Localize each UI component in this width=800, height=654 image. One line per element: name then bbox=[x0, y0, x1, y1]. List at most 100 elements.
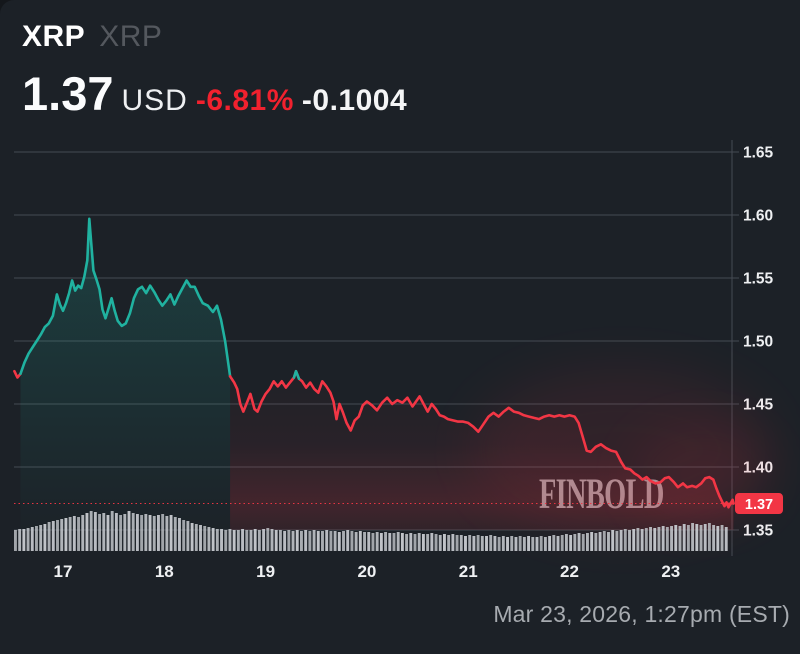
volume-bar bbox=[257, 530, 261, 551]
volume-bar bbox=[539, 536, 543, 551]
y-axis-label: 1.55 bbox=[743, 271, 774, 288]
volume-bar bbox=[443, 534, 446, 551]
volume-bar bbox=[211, 528, 215, 551]
price-line-green-blip bbox=[292, 369, 301, 381]
volume-bar bbox=[72, 516, 76, 551]
price-change-absolute: -0.1004 bbox=[301, 84, 408, 117]
volume-bar bbox=[178, 518, 181, 551]
volume-bar bbox=[333, 531, 337, 551]
volume-bar bbox=[699, 525, 703, 551]
volume-bar bbox=[262, 529, 266, 551]
asset-ticker: XRP bbox=[99, 20, 163, 53]
volume-bar bbox=[518, 536, 522, 551]
current-price: 1.37 bbox=[22, 67, 114, 120]
volume-bar bbox=[716, 526, 720, 551]
volume-bar bbox=[594, 533, 598, 551]
volume-bar bbox=[531, 537, 535, 551]
volume-bar bbox=[312, 530, 316, 551]
volume-bar bbox=[649, 527, 652, 551]
volume-bar bbox=[661, 526, 665, 551]
volume-bar bbox=[85, 513, 89, 551]
volume-bar bbox=[421, 534, 425, 551]
volume-bar bbox=[114, 513, 118, 551]
x-axis-label: 23 bbox=[661, 562, 680, 581]
volume-bar bbox=[564, 534, 568, 551]
volume-bar bbox=[691, 523, 695, 551]
volume-bar bbox=[131, 513, 135, 551]
volume-bar bbox=[51, 521, 55, 551]
y-axis-label: 1.60 bbox=[743, 208, 773, 225]
volume-bar bbox=[241, 529, 245, 551]
volume-bar bbox=[123, 514, 127, 551]
price-line-rally-segment bbox=[19, 217, 232, 378]
volume-bar bbox=[497, 537, 501, 551]
y-axis-label: 1.35 bbox=[743, 523, 774, 540]
volume-bar bbox=[203, 526, 207, 551]
volume-bar bbox=[325, 530, 329, 551]
volume-bar bbox=[283, 531, 287, 551]
volume-bar bbox=[102, 513, 106, 551]
volume-bar bbox=[165, 516, 169, 551]
volume-bar bbox=[602, 531, 606, 551]
volume-bar bbox=[98, 514, 102, 551]
volume-bar bbox=[337, 532, 341, 551]
volume-bar bbox=[152, 516, 156, 551]
volume-bar bbox=[619, 530, 623, 551]
volume-bar bbox=[388, 533, 392, 551]
volume-bar bbox=[18, 529, 22, 551]
y-axis-label: 1.50 bbox=[743, 334, 773, 351]
volume-bar bbox=[636, 528, 640, 551]
volume-bar bbox=[459, 535, 463, 551]
volume-bar bbox=[278, 530, 282, 551]
volume-bar bbox=[106, 515, 110, 551]
chart-timestamp: Mar 23, 2026, 1:27pm (EST) bbox=[493, 601, 790, 627]
volume-bar bbox=[220, 529, 223, 551]
volume-bar bbox=[400, 533, 404, 551]
volume-bar bbox=[342, 531, 345, 551]
y-axis-label: 1.65 bbox=[743, 145, 774, 162]
volume-bar bbox=[720, 525, 724, 551]
volume-bar bbox=[236, 530, 240, 551]
volume-bar bbox=[522, 537, 526, 551]
volume-bar bbox=[665, 527, 669, 551]
volume-bar bbox=[581, 534, 585, 551]
volume-bar bbox=[703, 524, 707, 551]
volume-bar bbox=[586, 533, 589, 551]
price-row: 1.37 USD -6.81% -0.1004 bbox=[22, 66, 407, 121]
volume-bar bbox=[678, 526, 682, 551]
volume-bar bbox=[560, 535, 564, 551]
volume-bar bbox=[686, 525, 690, 551]
volume-bar bbox=[14, 530, 17, 551]
volume-bar bbox=[329, 531, 333, 551]
volume-bar bbox=[707, 523, 711, 551]
volume-bar bbox=[543, 537, 547, 551]
volume-bar bbox=[501, 536, 505, 551]
price-line-opening-dip bbox=[13, 369, 22, 379]
volume-bar bbox=[493, 536, 497, 551]
volume-bar bbox=[468, 535, 472, 551]
asset-title-row: XRP XRP bbox=[22, 20, 407, 58]
volume-bar bbox=[409, 533, 413, 551]
volume-bar bbox=[245, 530, 249, 551]
volume-bar bbox=[632, 529, 636, 551]
volume-bar bbox=[392, 533, 396, 551]
volume-bar bbox=[89, 511, 93, 551]
volume-bar bbox=[93, 512, 97, 551]
volume-bar bbox=[215, 529, 219, 551]
volume-bar bbox=[22, 529, 26, 551]
last-price-badge bbox=[735, 493, 783, 515]
volume-bar bbox=[569, 535, 573, 551]
volume-bar bbox=[384, 532, 388, 551]
area-fill-rally-segment bbox=[20, 218, 231, 531]
volume-bar bbox=[552, 535, 556, 551]
volume-bar bbox=[379, 533, 383, 551]
volume-bar bbox=[476, 535, 480, 551]
volume-bar bbox=[430, 533, 434, 551]
volume-bar bbox=[316, 531, 320, 551]
volume-bar bbox=[207, 527, 211, 551]
x-axis-label: 21 bbox=[459, 562, 478, 581]
volume-bar bbox=[161, 514, 165, 551]
volume-bar bbox=[455, 535, 459, 551]
